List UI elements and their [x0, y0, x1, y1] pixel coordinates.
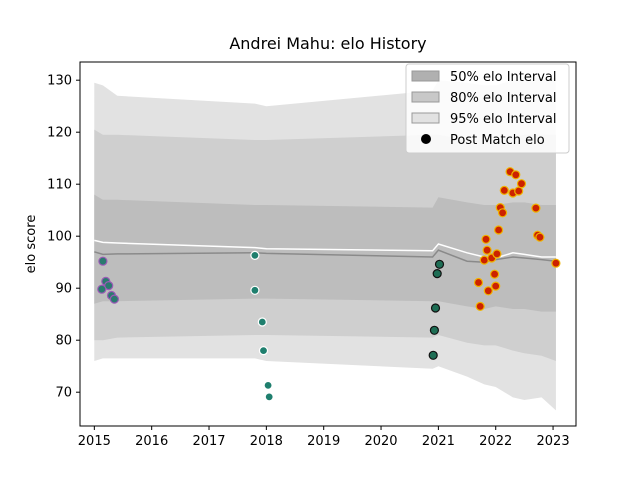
match-point: [473, 277, 484, 288]
y-tick-label: 90: [55, 282, 72, 297]
legend-swatch: [411, 112, 440, 124]
legend-swatch: [411, 70, 440, 82]
match-point: [109, 294, 120, 304]
match-point: [97, 284, 107, 294]
band-50: [94, 194, 556, 312]
match-point: [264, 392, 274, 402]
match-point: [432, 269, 442, 279]
match-point: [499, 185, 509, 195]
y-tick-label: 110: [47, 178, 72, 193]
match-point: [434, 259, 445, 269]
x-tick-label: 2019: [307, 434, 340, 449]
x-tick-label: 2017: [192, 434, 225, 449]
legend-marker: [421, 134, 431, 144]
legend-swatch: [411, 91, 440, 103]
match-point: [551, 258, 561, 268]
match-point: [475, 301, 485, 311]
plot-frame: [79, 61, 577, 427]
match-point: [263, 380, 273, 390]
match-point: [428, 350, 438, 360]
match-point: [429, 325, 439, 335]
legend-box: [405, 63, 570, 154]
match-point: [535, 232, 545, 242]
match-point: [250, 250, 260, 260]
y-tick-label: 120: [47, 126, 72, 141]
y-axis-label: elo score: [24, 215, 39, 274]
match-point: [250, 285, 260, 295]
match-point: [483, 286, 493, 296]
match-point: [257, 317, 267, 327]
match-point: [490, 269, 500, 279]
match-point: [491, 281, 501, 291]
x-tick-label: 2015: [78, 434, 111, 449]
x-tick-label: 2020: [364, 434, 397, 449]
match-point: [494, 225, 504, 235]
match-point: [511, 170, 521, 180]
x-tick-label: 2022: [479, 434, 512, 449]
x-tick-label: 2023: [537, 434, 570, 449]
match-point: [516, 179, 527, 189]
match-point: [98, 256, 108, 266]
match-point: [498, 208, 508, 218]
match-point: [479, 255, 489, 265]
match-point: [258, 346, 269, 356]
y-tick-label: 130: [47, 74, 72, 89]
legend-label: 80% elo Interval: [450, 91, 557, 106]
chart-title: Andrei Mahu: elo History: [229, 34, 426, 53]
expected-line: [94, 239, 556, 259]
match-point: [531, 203, 541, 213]
match-point: [430, 303, 441, 313]
x-tick-label: 2016: [135, 434, 168, 449]
y-tick-label: 80: [55, 334, 72, 349]
match-point: [104, 281, 114, 291]
match-point: [481, 234, 491, 244]
y-tick-label: 70: [55, 386, 72, 401]
x-tick-label: 2018: [250, 434, 283, 449]
y-tick-label: 100: [47, 230, 72, 245]
x-tick-label: 2021: [422, 434, 455, 449]
legend: 50% elo Interval 80% elo Interval 95% elo …: [405, 63, 570, 154]
legend-label: 95% elo Interval: [450, 112, 557, 127]
mean-line: [94, 249, 556, 263]
legend-label: Post Match elo: [450, 133, 545, 148]
match-point: [492, 249, 502, 259]
match-point: [482, 245, 492, 255]
legend-label: 50% elo Interval: [450, 70, 557, 85]
